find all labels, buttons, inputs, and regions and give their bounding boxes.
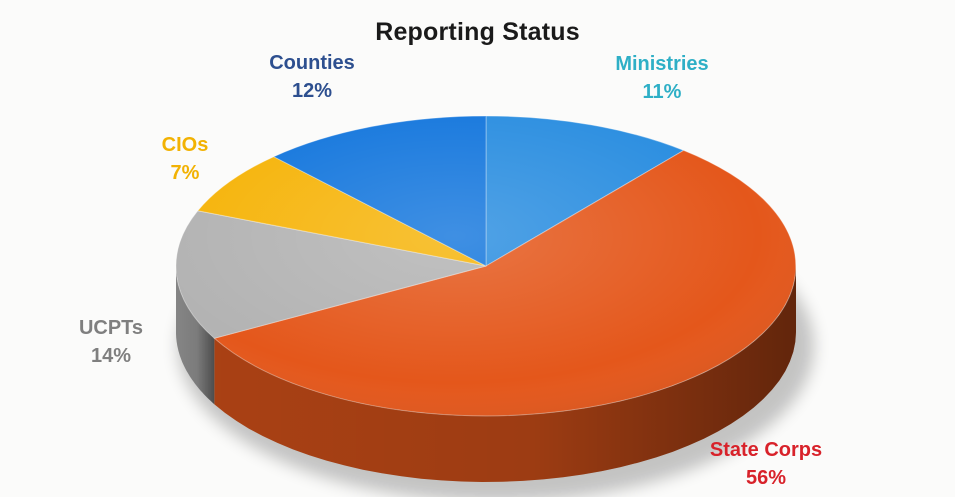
slice-name: CIOs [161, 134, 209, 156]
pie-top-faces [175, 115, 797, 417]
slice-percent: 14% [90, 345, 132, 367]
slice-percent: 11% [642, 81, 682, 103]
side-wall-shade-ucpts [176, 266, 215, 405]
top-highlight [176, 116, 796, 416]
slice-label-counties: Counties 12% [212, 49, 412, 105]
slice-name: UCPTs [78, 317, 144, 339]
slice-label-state-corps: State Corps 56% [666, 436, 866, 492]
slice-name: State Corps [709, 439, 823, 461]
slice-name: Counties [269, 52, 355, 74]
pie-side-walls [176, 266, 797, 482]
chart-title: Reporting Status [375, 18, 580, 46]
slice-percent: 7% [170, 162, 200, 184]
slice-percent: 56% [745, 467, 787, 489]
slice-percent: 12% [291, 80, 333, 102]
side-wall-shade-state-corps [214, 266, 797, 482]
slice-label-ministries: Ministries 11% [562, 50, 762, 106]
slice-label-ucpts: UCPTs 14% [11, 314, 211, 370]
slice-label-cios: CIOs 7% [85, 131, 285, 187]
slice-name: Ministries [615, 53, 709, 75]
